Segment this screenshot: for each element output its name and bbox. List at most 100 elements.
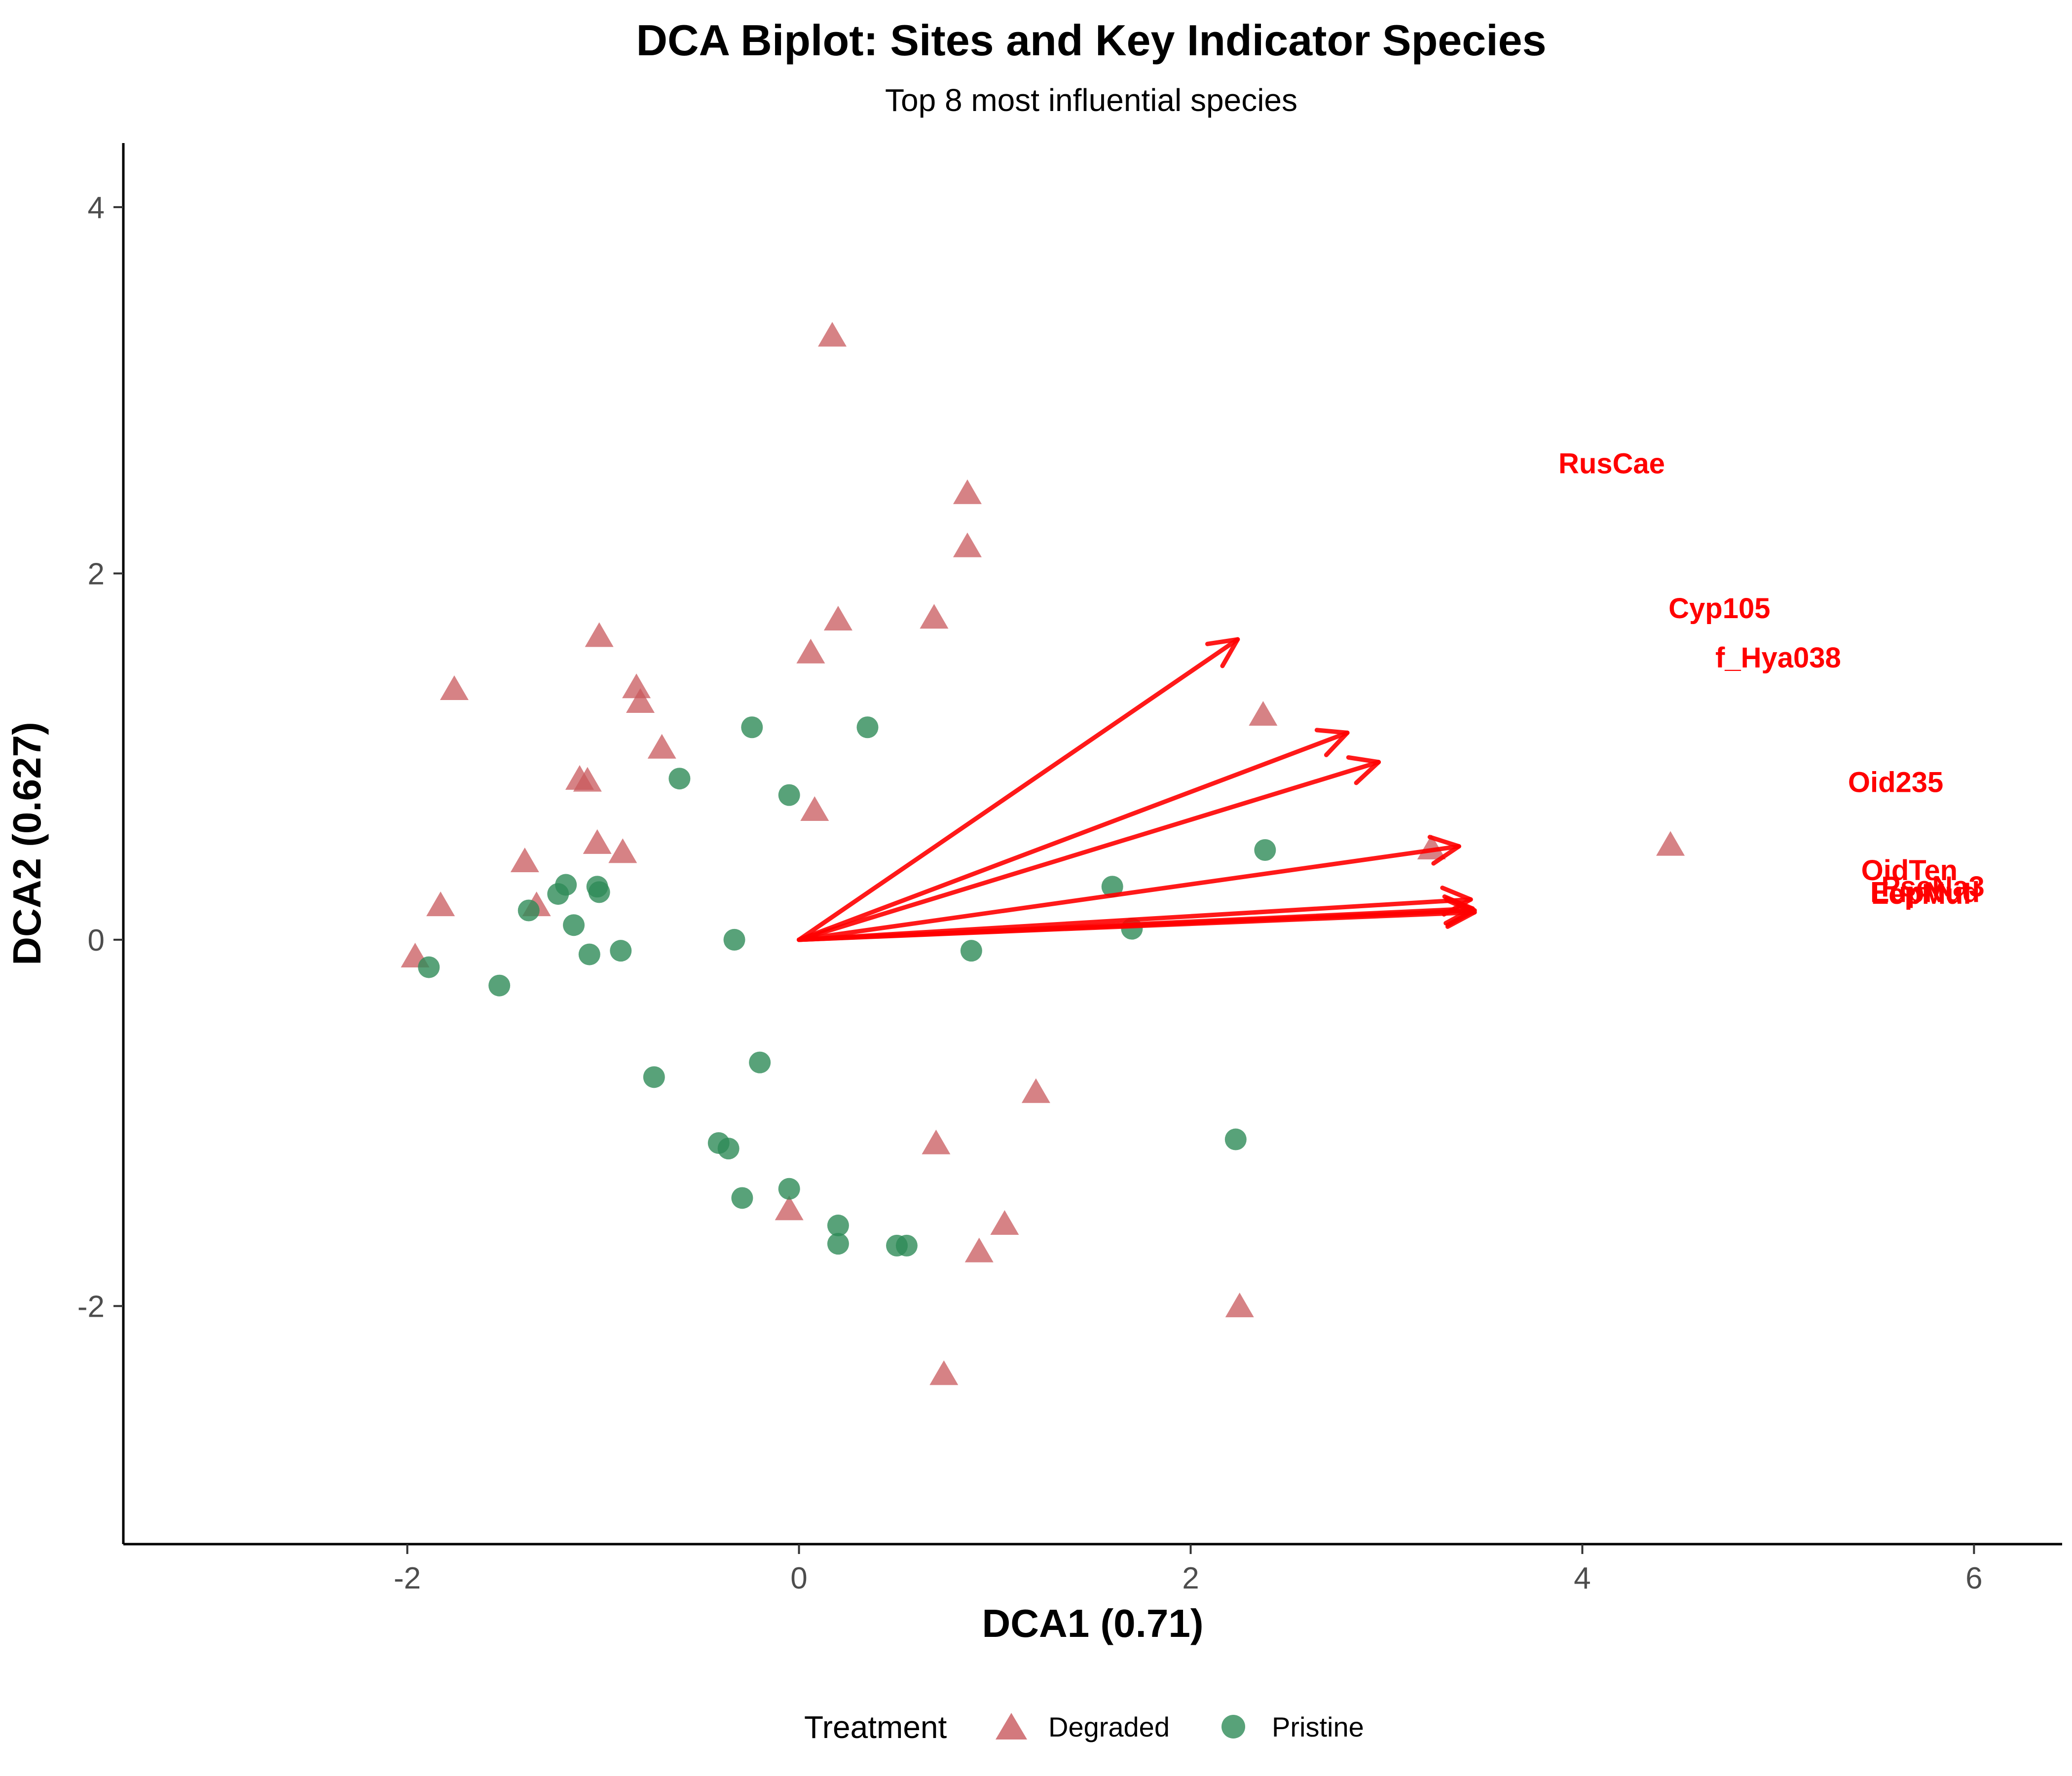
site-point-pristine: [717, 1138, 740, 1160]
site-point-pristine: [749, 1051, 771, 1073]
site-point-degraded: [929, 1360, 959, 1385]
site-point-degraded: [440, 675, 469, 701]
site-point-degraded: [990, 1210, 1019, 1235]
species-labels: RusCae Cyp105 f_Hya038 Oid235 OidTenPseNa3Eu…: [1558, 448, 1985, 910]
site-point-pristine: [1254, 839, 1276, 861]
site-point-degraded: [920, 604, 949, 629]
axes: -2 0 2 4 6 -2 0 2 4: [77, 143, 2062, 1595]
species-vector-ruscae: [797, 637, 1240, 942]
site-point-degraded: [426, 891, 455, 917]
site-point-degraded: [823, 605, 852, 630]
legend-title: Treatment: [804, 1709, 947, 1745]
species-arrows: [797, 637, 1477, 942]
site-point-pristine: [723, 928, 745, 951]
site-point-pristine: [518, 899, 540, 922]
y-tick-label: -2: [77, 1290, 105, 1324]
species-label-oid235: Oid235: [1848, 767, 1943, 799]
site-point-degraded: [800, 796, 829, 821]
site-point-degraded: [1656, 831, 1685, 856]
x-tick-label: -2: [394, 1561, 421, 1595]
site-point-pristine: [856, 716, 879, 739]
species-label-lepmul: LepMul: [1871, 878, 1971, 910]
site-point-degraded: [510, 847, 539, 872]
species-label-oidten: OidTen: [1861, 854, 1958, 887]
site-point-degraded: [573, 767, 602, 792]
site-points: [401, 322, 1685, 1385]
species-arrow-head: [1427, 835, 1461, 866]
site-point-pristine: [563, 914, 585, 936]
site-point-degraded: [585, 622, 614, 647]
site-point-degraded: [1021, 1078, 1050, 1103]
species-vector-oid235: [797, 835, 1461, 942]
site-point-degraded: [964, 1237, 994, 1262]
site-point-pristine: [1224, 1128, 1247, 1150]
site-point-degraded: [922, 1129, 951, 1154]
x-tick-label: 4: [1574, 1561, 1591, 1595]
species-vector-f-hya038: [797, 755, 1381, 942]
species-label-ruscae: RusCae: [1558, 448, 1665, 480]
legend-key-degraded: [996, 1713, 1027, 1739]
site-point-pristine: [827, 1233, 849, 1255]
species-label-eupnud: EupNud: [1870, 876, 1980, 908]
species-arrow-head: [1444, 896, 1477, 927]
site-point-degraded: [796, 638, 825, 664]
site-point-pristine: [643, 1066, 665, 1088]
x-axis-ticks: -2 0 2 4 6: [394, 1544, 1983, 1595]
species-label-cyp105: Cyp105: [1668, 592, 1770, 625]
species-arrow-shaft: [797, 637, 1240, 942]
y-tick-label: 0: [88, 924, 105, 958]
site-point-pristine: [895, 1234, 918, 1257]
y-tick-label: 4: [88, 191, 105, 225]
plot-panel: RusCae Cyp105 f_Hya038 Oid235 OidTenPseNa3Eu…: [401, 322, 1985, 1385]
site-point-pristine: [418, 956, 440, 978]
site-point-degraded: [583, 829, 612, 854]
species-label-f-hya038: f_Hya038: [1715, 642, 1841, 674]
x-tick-label: 2: [1182, 1561, 1199, 1595]
site-point-pristine: [741, 716, 763, 739]
species-arrow-head: [1346, 755, 1381, 785]
site-point-degraded: [953, 479, 982, 504]
site-point-degraded: [775, 1195, 804, 1221]
chart-subtitle: Top 8 most influential species: [885, 82, 1297, 118]
y-axis-title: DCA2 (0.627): [5, 722, 49, 965]
site-point-degraded: [622, 673, 651, 699]
site-point-degraded: [647, 734, 676, 759]
site-point-degraded: [1225, 1293, 1254, 1318]
x-tick-label: 0: [790, 1561, 807, 1595]
x-axis-title: DCA1 (0.71): [982, 1601, 1203, 1645]
site-point-pristine: [578, 943, 600, 965]
site-point-degraded: [1249, 701, 1278, 726]
site-point-pristine: [778, 784, 800, 806]
site-point-pristine: [960, 940, 982, 962]
species-arrow-head: [1205, 637, 1240, 668]
site-point-degraded: [818, 322, 847, 347]
site-point-pristine: [731, 1187, 753, 1209]
site-point-pristine: [588, 881, 610, 903]
chart-title: DCA Biplot: Sites and Key Indicator Spec…: [636, 16, 1546, 65]
site-point-pristine: [547, 883, 569, 905]
y-axis-ticks: -2 0 2 4: [77, 191, 123, 1324]
site-point-degraded: [608, 838, 637, 863]
site-point-pristine: [488, 974, 511, 997]
site-point-degraded: [953, 532, 982, 557]
site-point-degraded: [626, 688, 655, 713]
site-point-pristine: [778, 1178, 800, 1200]
site-point-pristine: [668, 768, 691, 790]
y-tick-label: 2: [88, 557, 105, 591]
legend-label-pristine: Pristine: [1272, 1711, 1364, 1742]
species-arrow-shaft: [797, 844, 1461, 942]
species-arrow-shaft: [797, 760, 1381, 942]
species-vector-cyp105: [797, 728, 1350, 942]
legend: Treatment Degraded Pristine: [804, 1709, 1364, 1745]
species-vector-lepmul: [797, 896, 1477, 942]
site-point-pristine: [827, 1215, 849, 1237]
species-arrow-shaft: [797, 908, 1477, 942]
site-point-pristine: [1101, 876, 1123, 898]
species-arrow-shaft: [797, 730, 1350, 942]
site-point-pristine: [610, 940, 632, 962]
legend-label-degraded: Degraded: [1048, 1711, 1170, 1742]
species-label-psena3: PseNa3: [1881, 871, 1985, 903]
legend-key-pristine: [1221, 1715, 1245, 1739]
species-arrow-head: [1314, 728, 1350, 757]
